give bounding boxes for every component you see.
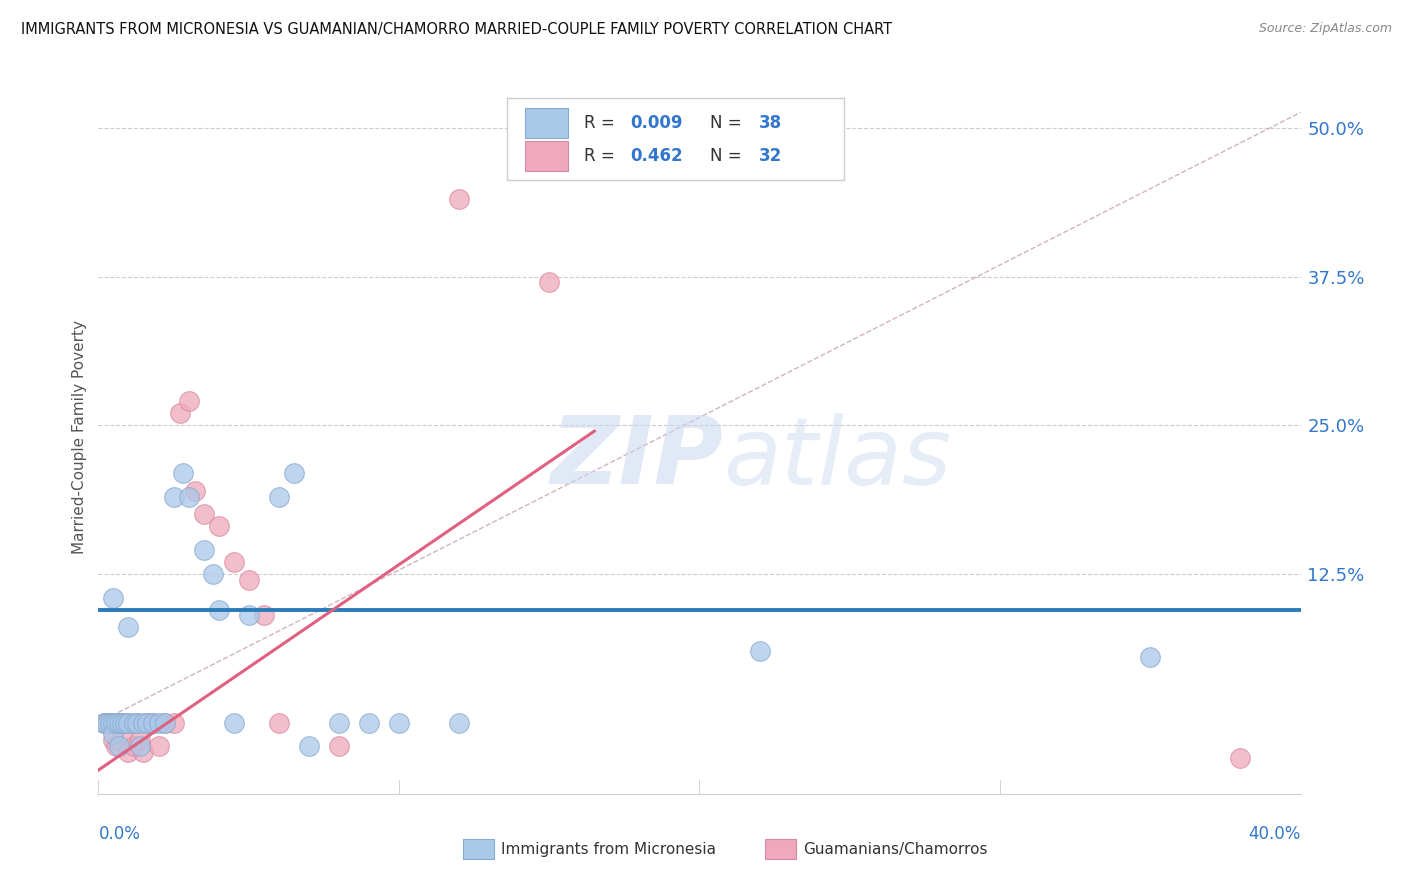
Point bbox=[222, 715, 245, 730]
Point bbox=[238, 573, 260, 587]
Point bbox=[201, 566, 224, 581]
Point bbox=[117, 745, 139, 759]
Text: atlas: atlas bbox=[724, 413, 952, 504]
Point bbox=[111, 715, 134, 730]
Point bbox=[135, 715, 157, 730]
Point bbox=[748, 644, 770, 658]
Point bbox=[328, 739, 350, 754]
Point bbox=[177, 394, 200, 409]
Point bbox=[105, 715, 128, 730]
Text: 38: 38 bbox=[758, 114, 782, 132]
Point bbox=[117, 715, 139, 730]
Point bbox=[132, 745, 155, 759]
Point bbox=[105, 739, 128, 754]
Point bbox=[129, 739, 152, 754]
Point bbox=[153, 715, 176, 730]
Point bbox=[135, 715, 157, 730]
Point bbox=[100, 715, 122, 730]
Point bbox=[100, 715, 122, 730]
Point bbox=[103, 715, 125, 730]
Point bbox=[93, 715, 115, 730]
Point bbox=[103, 733, 125, 747]
Point bbox=[127, 715, 149, 730]
Point bbox=[267, 490, 290, 504]
Point bbox=[93, 715, 115, 730]
Text: 40.0%: 40.0% bbox=[1249, 825, 1301, 843]
Point bbox=[328, 715, 350, 730]
Point bbox=[208, 519, 231, 533]
Point bbox=[103, 727, 125, 741]
Point bbox=[132, 715, 155, 730]
Point bbox=[193, 543, 215, 558]
Point bbox=[169, 406, 191, 420]
Text: ZIP: ZIP bbox=[551, 412, 724, 505]
Point bbox=[141, 715, 163, 730]
Text: Immigrants from Micronesia: Immigrants from Micronesia bbox=[501, 842, 716, 856]
Point bbox=[114, 715, 136, 730]
Point bbox=[172, 466, 194, 480]
Point bbox=[253, 608, 276, 623]
Point bbox=[447, 715, 470, 730]
Point bbox=[538, 276, 561, 290]
Point bbox=[117, 715, 139, 730]
Point bbox=[124, 715, 146, 730]
Point bbox=[127, 715, 149, 730]
FancyBboxPatch shape bbox=[526, 108, 568, 138]
Point bbox=[267, 715, 290, 730]
FancyBboxPatch shape bbox=[765, 839, 796, 859]
Point bbox=[148, 739, 170, 754]
Text: N =: N = bbox=[710, 147, 747, 165]
Point bbox=[114, 715, 136, 730]
Point bbox=[129, 733, 152, 747]
Point bbox=[183, 483, 205, 498]
Text: 32: 32 bbox=[758, 147, 782, 165]
Text: R =: R = bbox=[583, 114, 620, 132]
Point bbox=[117, 620, 139, 634]
Point bbox=[108, 715, 131, 730]
Text: Guamanians/Chamorros: Guamanians/Chamorros bbox=[803, 842, 987, 856]
Point bbox=[238, 608, 260, 623]
Point bbox=[96, 715, 118, 730]
Text: N =: N = bbox=[710, 114, 747, 132]
Point bbox=[108, 739, 131, 754]
FancyBboxPatch shape bbox=[508, 98, 844, 180]
Point bbox=[283, 466, 305, 480]
Text: 0.462: 0.462 bbox=[630, 147, 682, 165]
Text: Source: ZipAtlas.com: Source: ZipAtlas.com bbox=[1258, 22, 1392, 36]
Point bbox=[148, 715, 170, 730]
Point bbox=[124, 739, 146, 754]
Point bbox=[1139, 650, 1161, 665]
Point bbox=[141, 715, 163, 730]
Point bbox=[447, 192, 470, 206]
Point bbox=[96, 715, 118, 730]
FancyBboxPatch shape bbox=[526, 141, 568, 171]
Point bbox=[193, 508, 215, 522]
Point bbox=[298, 739, 321, 754]
Text: 0.009: 0.009 bbox=[630, 114, 682, 132]
FancyBboxPatch shape bbox=[463, 839, 494, 859]
Point bbox=[103, 591, 125, 605]
Text: IMMIGRANTS FROM MICRONESIA VS GUAMANIAN/CHAMORRO MARRIED-COUPLE FAMILY POVERTY C: IMMIGRANTS FROM MICRONESIA VS GUAMANIAN/… bbox=[21, 22, 893, 37]
Point bbox=[208, 602, 231, 616]
Point bbox=[103, 715, 125, 730]
Text: R =: R = bbox=[583, 147, 620, 165]
Point bbox=[357, 715, 380, 730]
Point bbox=[177, 490, 200, 504]
Point bbox=[162, 715, 184, 730]
Y-axis label: Married-Couple Family Poverty: Married-Couple Family Poverty bbox=[72, 320, 87, 554]
Point bbox=[162, 490, 184, 504]
Point bbox=[108, 715, 131, 730]
Point bbox=[1229, 751, 1251, 765]
Point bbox=[222, 555, 245, 569]
Text: 0.0%: 0.0% bbox=[98, 825, 141, 843]
Point bbox=[153, 715, 176, 730]
Point bbox=[388, 715, 411, 730]
Point bbox=[111, 727, 134, 741]
